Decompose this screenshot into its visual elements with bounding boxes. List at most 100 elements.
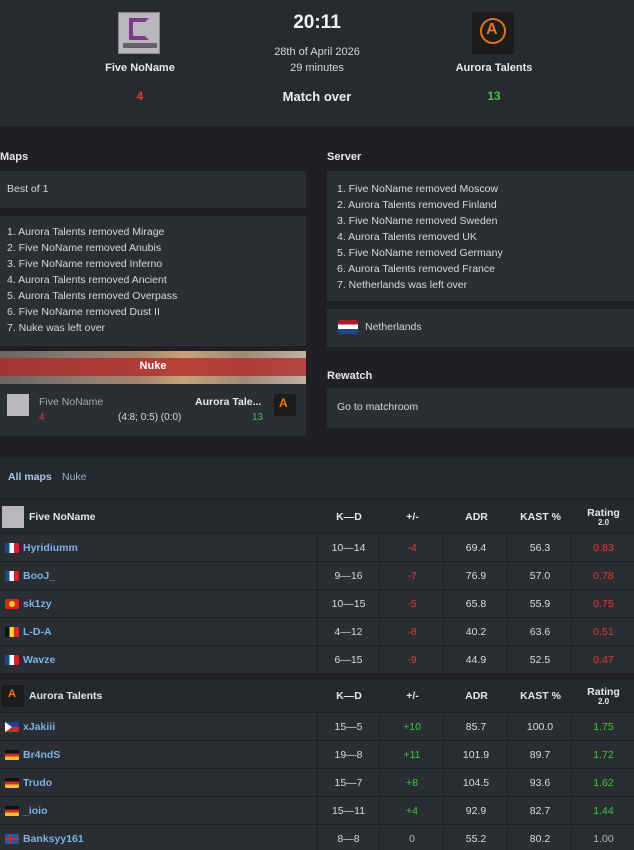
player-name[interactable]: Br4ndS bbox=[0, 741, 318, 768]
player-rating: 1.62 bbox=[593, 776, 614, 789]
player-plus-minus: +10 bbox=[381, 713, 444, 740]
player-name[interactable]: L-D-A bbox=[0, 618, 318, 645]
map-banner-nuke[interactable]: Nuke bbox=[0, 351, 306, 384]
team2-name[interactable]: Aurora Talents bbox=[455, 62, 533, 74]
player-plus-minus: +4 bbox=[381, 797, 444, 824]
player-kd: 15—7 bbox=[318, 769, 380, 796]
country-flag-icon bbox=[5, 806, 19, 816]
player-name[interactable]: Wavze bbox=[0, 646, 318, 673]
player-kd: 15—11 bbox=[318, 797, 380, 824]
player-kd: 9—16 bbox=[318, 562, 380, 589]
col-rating-label: Rating bbox=[587, 685, 620, 698]
col-plus-minus[interactable]: +/- bbox=[406, 690, 419, 702]
country-flag-icon bbox=[5, 571, 19, 581]
player-adr: 85.7 bbox=[445, 713, 508, 740]
match-duration: 29 minutes bbox=[290, 62, 344, 74]
player-row[interactable]: Br4ndS 19—8 +11 101.9 89.7 1.72 bbox=[0, 741, 634, 768]
stats-header-row: Five NoName K—D +/- ADR KAST % Rating 2.0 bbox=[0, 501, 634, 533]
player-name[interactable]: _ioio bbox=[0, 797, 318, 824]
matchroom-link-text[interactable]: Go to matchroom bbox=[337, 401, 419, 413]
match-header: Five NoName 4 20:11 28th of April 2026 2… bbox=[0, 0, 634, 126]
veto-item: 6. Five NoName removed Dust II bbox=[7, 306, 160, 318]
matchroom-link[interactable]: Go to matchroom bbox=[327, 388, 634, 428]
col-plus-minus[interactable]: +/- bbox=[406, 511, 419, 523]
player-kast: 89.7 bbox=[509, 741, 572, 768]
player-kast: 100.0 bbox=[509, 713, 572, 740]
veto-item: 3. Five NoName removed Inferno bbox=[7, 258, 163, 270]
aurora-mini-logo: A bbox=[274, 394, 296, 416]
player-kast: 63.6 bbox=[509, 618, 572, 645]
col-rating[interactable]: Rating 2.0 bbox=[573, 680, 634, 712]
player-row[interactable]: Hyridiumm 10—14 -4 69.4 56.3 0.83 bbox=[0, 534, 634, 561]
player-name[interactable]: Hyridiumm bbox=[0, 534, 318, 561]
player-adr: 101.9 bbox=[445, 741, 508, 768]
rewatch-label: Rewatch bbox=[327, 370, 373, 382]
col-kd[interactable]: K—D bbox=[336, 511, 362, 523]
map-tabs: All maps Nuke bbox=[0, 458, 634, 498]
player-rating: 1.00 bbox=[593, 832, 614, 845]
stats-team-name[interactable]: Aurora Talents bbox=[29, 690, 103, 702]
player-adr: 44.9 bbox=[445, 646, 508, 673]
player-rating: 0.47 bbox=[593, 653, 614, 666]
player-name[interactable]: Trudo bbox=[0, 769, 318, 796]
player-plus-minus: +8 bbox=[381, 769, 444, 796]
player-kd: 10—14 bbox=[318, 534, 380, 561]
player-row[interactable]: L-D-A 4—12 -8 40.2 63.6 0.51 bbox=[0, 618, 634, 645]
player-kast: 56.3 bbox=[509, 534, 572, 561]
player-kast: 57.0 bbox=[509, 562, 572, 589]
col-adr[interactable]: ADR bbox=[465, 511, 488, 523]
player-name[interactable]: Banksyy161 bbox=[0, 825, 318, 850]
player-row[interactable]: sk1zy 10—15 -5 65.8 55.9 0.75 bbox=[0, 590, 634, 617]
five-noname-table-logo bbox=[2, 506, 24, 528]
col-kd[interactable]: K—D bbox=[336, 690, 362, 702]
aurora-talents-logo[interactable]: A bbox=[472, 12, 514, 54]
country-flag-icon bbox=[5, 627, 19, 637]
player-row[interactable]: Banksyy161 8—8 0 55.2 80.2 1.00 bbox=[0, 825, 634, 850]
player-row[interactable]: Wavze 6—15 -9 44.9 52.5 0.47 bbox=[0, 646, 634, 673]
veto-item: 7. Netherlands was left over bbox=[337, 279, 468, 291]
tab-all-maps[interactable]: All maps bbox=[8, 471, 52, 483]
player-row[interactable]: BooJ_ 9—16 -7 76.9 57.0 0.78 bbox=[0, 562, 634, 589]
player-adr: 65.8 bbox=[445, 590, 508, 617]
result-team2-score: 13 bbox=[252, 412, 264, 423]
col-kast[interactable]: KAST % bbox=[520, 511, 561, 523]
player-adr: 104.5 bbox=[445, 769, 508, 796]
team1-name[interactable]: Five NoName bbox=[105, 62, 175, 74]
player-rating: 0.51 bbox=[593, 625, 614, 638]
player-row[interactable]: Trudo 15—7 +8 104.5 93.6 1.62 bbox=[0, 769, 634, 796]
veto-item: 5. Five NoName removed Germany bbox=[337, 247, 503, 259]
player-name[interactable]: BooJ_ bbox=[0, 562, 318, 589]
five-noname-logo[interactable] bbox=[118, 12, 160, 54]
player-adr: 92.9 bbox=[445, 797, 508, 824]
player-name[interactable]: xJakiii bbox=[0, 713, 318, 740]
col-rating-label: Rating bbox=[587, 506, 620, 519]
country-flag-icon bbox=[5, 750, 19, 760]
player-kast: 82.7 bbox=[509, 797, 572, 824]
player-plus-minus: -9 bbox=[381, 646, 444, 673]
five-noname-mini-logo bbox=[7, 394, 29, 416]
match-time: 20:11 bbox=[293, 12, 341, 33]
player-rating: 1.75 bbox=[593, 720, 614, 733]
col-rating[interactable]: Rating 2.0 bbox=[573, 501, 634, 533]
player-row[interactable]: _ioio 15—11 +4 92.9 82.7 1.44 bbox=[0, 797, 634, 824]
player-kd: 8—8 bbox=[318, 825, 380, 850]
col-adr[interactable]: ADR bbox=[465, 690, 488, 702]
aurora-table-logo: A bbox=[2, 685, 24, 707]
map-veto-box: 1. Aurora Talents removed Mirage 2. Five … bbox=[0, 216, 306, 346]
col-rating-version: 2.0 bbox=[597, 696, 610, 706]
player-name[interactable]: sk1zy bbox=[0, 590, 318, 617]
player-plus-minus: 0 bbox=[381, 825, 444, 850]
team1-score: 4 bbox=[136, 89, 144, 103]
veto-item: 4. Aurora Talents removed Ancient bbox=[7, 274, 167, 286]
netherlands-flag-icon bbox=[338, 320, 358, 334]
server-veto-list: 1. Five NoName removed Moscow 2. Aurora T… bbox=[337, 181, 634, 293]
tab-nuke[interactable]: Nuke bbox=[62, 471, 87, 483]
map-veto-list: 1. Aurora Talents removed Mirage 2. Five … bbox=[7, 224, 306, 336]
col-rating-version: 2.0 bbox=[597, 517, 610, 527]
match-date: 28th of April 2026 bbox=[274, 46, 360, 58]
stats-team-name[interactable]: Five NoName bbox=[29, 511, 96, 523]
col-kast[interactable]: KAST % bbox=[520, 690, 561, 702]
country-flag-icon bbox=[5, 722, 19, 732]
player-row[interactable]: xJakiii 15—5 +10 85.7 100.0 1.75 bbox=[0, 713, 634, 740]
map-result[interactable]: Five NoName 4 Aurora Tale... 13 (4:8; 0:… bbox=[0, 384, 306, 436]
